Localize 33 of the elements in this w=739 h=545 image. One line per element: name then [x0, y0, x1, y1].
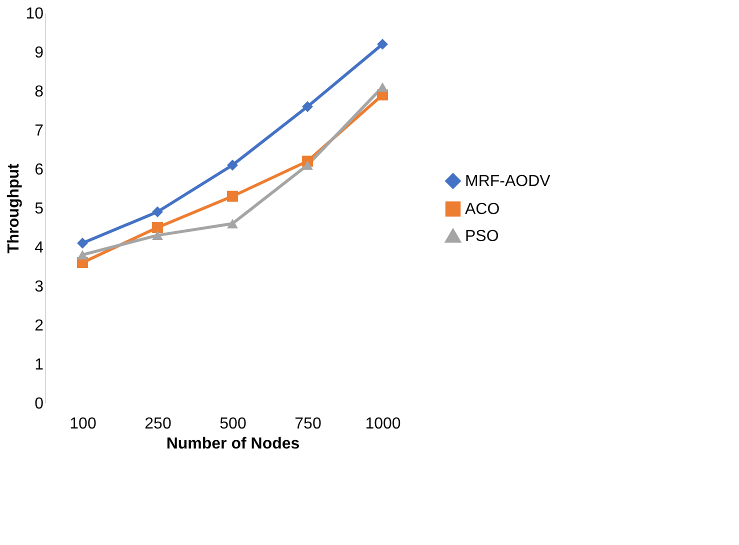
point [302, 160, 313, 170]
y-tick-label: 7 [34, 122, 44, 140]
x-tick-label: 500 [220, 416, 246, 432]
legend-label: PSO [465, 228, 499, 245]
y-tick-label: 1 [34, 356, 44, 374]
legend-label: ACO [465, 201, 500, 218]
point [227, 160, 238, 171]
y-tick-label: 2 [34, 318, 44, 334]
y-tick-label: 4 [34, 240, 44, 256]
x-axis-title: Number of Nodes [166, 436, 300, 452]
x-tick-label: 250 [144, 416, 172, 432]
point [77, 250, 88, 260]
y-tick-label: 3 [34, 278, 44, 296]
y-tick-label: 10 [26, 6, 44, 22]
point [152, 206, 163, 218]
point [152, 230, 163, 240]
x-tick-label: 1000 [365, 416, 401, 432]
y-tick-label: 6 [34, 162, 44, 178]
x-tick-label: 750 [294, 416, 322, 432]
x-tick-label: 100 [70, 416, 96, 432]
point [227, 218, 238, 228]
point [152, 222, 163, 233]
point [227, 190, 238, 202]
point [377, 38, 388, 50]
y-axis-title: Throughput [6, 162, 23, 254]
legend-label: MRF-AODV [465, 173, 551, 190]
point [377, 82, 388, 92]
y-tick-label: 0 [34, 396, 44, 412]
point [77, 238, 88, 249]
point [302, 101, 313, 112]
y-tick-label: 8 [34, 84, 44, 100]
y-tick-label: 5 [34, 200, 44, 218]
y-tick-label: 9 [34, 44, 44, 62]
